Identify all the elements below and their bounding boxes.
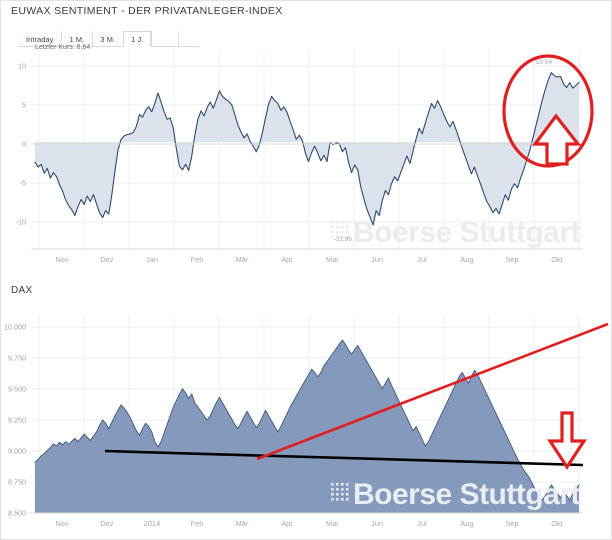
sentiment-ytick-10: 10	[18, 62, 26, 71]
dax-area-fill	[35, 339, 579, 513]
sentiment-x-axis-labels: Nov Dez Jan Feb Mär Apr Mai Jun Jul Aug …	[55, 255, 562, 264]
tab-intraday-label: Intraday	[26, 34, 54, 44]
tab-1-month[interactable]: 1 M.	[61, 31, 93, 46]
sentiment-xtick-jan: Jan	[146, 255, 158, 264]
sentiment-watermark-text: Boerse Stuttgart	[353, 216, 581, 249]
dax-xtick-nov: Nov	[55, 519, 68, 528]
sentiment-ytick-minus10: -10	[16, 218, 26, 227]
dax-xtick-sep: Sep	[505, 519, 518, 528]
sentiment-peak-label: 10,04	[536, 59, 552, 66]
dax-xtick-2014: 2014	[144, 519, 160, 528]
tab-1-year-label: 1 J.	[131, 34, 144, 44]
red-highlight-ellipse	[502, 54, 594, 168]
tab-intraday[interactable]: Intraday	[18, 31, 62, 46]
sentiment-ytick-minus5: -5	[20, 179, 26, 188]
uptrend-line	[256, 322, 609, 461]
timeframe-tabbar: Intraday 1 M. 3 M. 1 J.	[18, 31, 200, 47]
dax-watermark: Boerse Stuttgart	[331, 478, 581, 511]
dax-ytick-10000: 10.000	[4, 323, 26, 332]
sentiment-xtick-dez: Dez	[100, 255, 113, 264]
sentiment-xtick-mai: Mai	[326, 255, 338, 264]
sentiment-xtick-okt: Okt	[551, 255, 563, 264]
dax-ytick-9750: 9.750	[8, 354, 26, 363]
dax-ytick-8500: 8.500	[8, 509, 26, 518]
tab-3-months-label: 3 M.	[100, 34, 116, 44]
sentiment-xtick-apr: Apr	[281, 255, 293, 264]
dax-xtick-apr: Apr	[281, 519, 293, 528]
red-down-arrow	[547, 411, 587, 470]
tabbar-spacer-1	[151, 31, 178, 46]
sentiment-xtick-jul: Jul	[417, 255, 427, 264]
sentiment-line	[34, 72, 580, 226]
dax-xtick-mai: Mai	[326, 519, 338, 528]
sentiment-chart-svg: Boerse Stuttgart 10 5 0 -5 -10 10,04 -11…	[16, 49, 594, 264]
last-price-caption: Letzter Kurs: 8,64	[35, 44, 91, 51]
sentiment-chart-panel: Boerse Stuttgart 10 5 0 -5 -10 10,04 -11…	[1, 49, 611, 279]
dax-xtick-jun: Jun	[371, 519, 383, 528]
dax-x-axis-labels: Nov Dez 2014 Feb Mär Apr Mai Jun Jul Aug…	[55, 519, 562, 528]
dax-line	[34, 339, 580, 501]
sentiment-xtick-maer: Mär	[236, 255, 249, 264]
sentiment-watermark-logo	[331, 221, 349, 239]
dax-chart-panel: 10.000 9.750 9.500 9.250 9.000 8.750 8.5…	[1, 301, 611, 539]
sentiment-area-fill	[35, 72, 579, 226]
sentiment-watermark: Boerse Stuttgart	[331, 216, 581, 249]
dax-section-label: DAX	[11, 285, 33, 296]
dax-chart-svg: 10.000 9.750 9.500 9.250 9.000 8.750 8.5…	[4, 315, 609, 528]
dax-xtick-feb: Feb	[191, 519, 204, 528]
tab-3-months[interactable]: 3 M.	[92, 31, 124, 46]
sentiment-ytick-0: 0	[22, 140, 26, 149]
sentiment-xtick-jun: Jun	[371, 255, 383, 264]
sentiment-xtick-feb: Feb	[191, 255, 204, 264]
dax-ytick-9500: 9.500	[8, 385, 26, 394]
red-up-arrow	[531, 113, 582, 166]
dax-ytick-8750: 8.750	[8, 478, 26, 487]
dax-y-axis-labels: 10.000 9.750 9.500 9.250 9.000 8.750 8.5…	[4, 323, 26, 518]
support-trendline	[104, 449, 584, 467]
sentiment-xtick-aug: Aug	[460, 255, 473, 264]
sentiment-xtick-nov: Nov	[55, 255, 68, 264]
sentiment-y-axis-labels: 10 5 0 -5 -10	[16, 62, 26, 227]
dax-watermark-text: Boerse Stuttgart	[353, 478, 581, 511]
sentiment-vertical-gridlines	[38, 49, 580, 249]
dax-xtick-maer: Mär	[236, 519, 249, 528]
sentiment-xtick-sep: Sep	[505, 255, 518, 264]
tab-1-month-label: 1 M.	[69, 34, 85, 44]
dax-xtick-jul: Jul	[417, 519, 427, 528]
dax-ytick-9250: 9.250	[8, 416, 26, 425]
dax-xtick-dez: Dez	[100, 519, 113, 528]
dax-ytick-9000: 9.000	[8, 447, 26, 456]
sentiment-ytick-5: 5	[22, 101, 26, 110]
dax-xtick-aug: Aug	[460, 519, 473, 528]
tabbar-spacer-2	[178, 31, 199, 46]
page-title: EUWAX SENTIMENT - DER PRIVATANLEGER-INDE…	[11, 5, 283, 17]
dax-xtick-okt: Okt	[551, 519, 563, 528]
tab-1-year[interactable]: 1 J.	[123, 31, 152, 47]
sentiment-low-label: -11,99	[334, 236, 352, 243]
